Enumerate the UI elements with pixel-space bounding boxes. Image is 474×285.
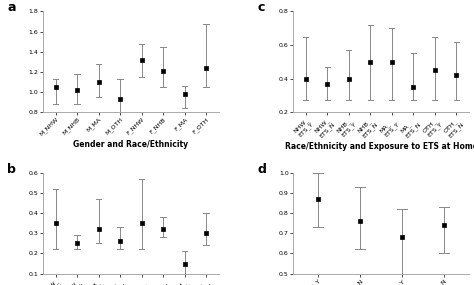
X-axis label: Gender and Race/Ethnicity: Gender and Race/Ethnicity — [73, 140, 188, 149]
X-axis label: Race/Ethnicity and Exposure to ETS at Home: Race/Ethnicity and Exposure to ETS at Ho… — [284, 142, 474, 150]
Text: b: b — [8, 163, 16, 176]
Text: c: c — [258, 1, 265, 14]
Text: d: d — [258, 163, 266, 176]
Text: a: a — [8, 1, 16, 14]
